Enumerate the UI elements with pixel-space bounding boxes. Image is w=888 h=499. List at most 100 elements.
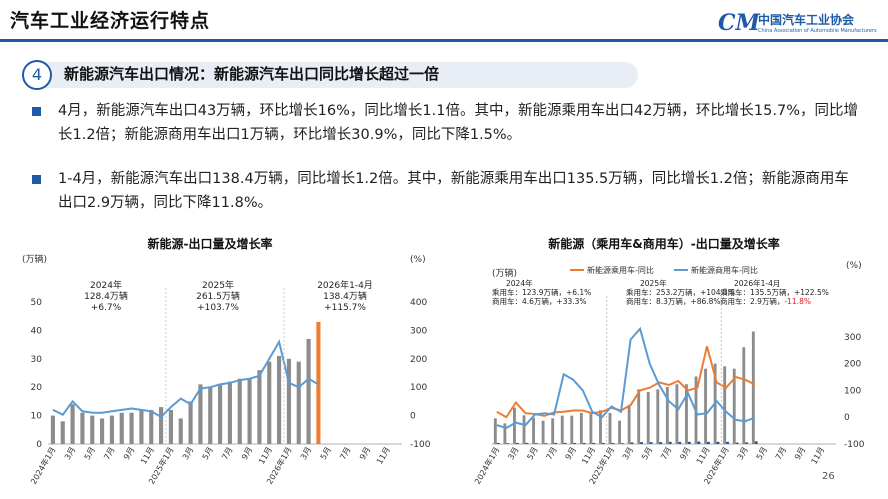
bar [129, 412, 134, 444]
x-tick-label: 11月 [139, 446, 156, 466]
annotation-line: 138.4万辆 [323, 290, 367, 302]
bar-secondary [649, 442, 653, 444]
x-tick-label: 3月 [621, 446, 635, 462]
bar [656, 389, 660, 444]
y-right-tick-label: 300 [844, 333, 861, 343]
bar [70, 404, 75, 444]
section-title: 新能源汽车出口情况：新能源汽车出口同比增长超过一倍 [64, 65, 440, 83]
bar [665, 386, 669, 444]
bar [139, 409, 144, 444]
bullet-text: 4月，新能源汽车出口43万辆，环比增长16%，同比增长1.1倍。其中，新能源乘用… [58, 103, 858, 143]
bar-highlight [316, 321, 321, 444]
logo-name-en: China Association of Automobile Manufact… [758, 28, 877, 34]
bar-secondary [640, 442, 643, 444]
chart-nev-export: 新能源-出口量及增长率 (万辆) (%) 0 10 20 30 40 50 -100 0 100… [22, 236, 431, 486]
bar [159, 407, 164, 444]
y-right-tick-label: -100 [410, 440, 431, 450]
bar-secondary [563, 442, 567, 444]
logo-name-cn: 中国汽车工业协会 [758, 13, 855, 27]
x-tick-label: 7月 [338, 446, 352, 462]
bar-secondary [496, 442, 500, 444]
bar-secondary [687, 441, 691, 444]
x-tick-label: 3月 [299, 446, 313, 462]
section-number: 4 [22, 60, 52, 90]
bar [208, 387, 213, 444]
bar [532, 417, 535, 444]
bar [277, 355, 282, 444]
bar [60, 421, 65, 444]
bar [109, 415, 114, 444]
x-tick-label: 7月 [774, 446, 788, 462]
logo-mark-icon: CM [718, 10, 760, 36]
bar-secondary [726, 441, 729, 444]
bar-secondary [716, 441, 720, 444]
annotation-line: 商用车：8.3万辆，+86.8% [626, 296, 721, 306]
bar [296, 361, 301, 444]
bullet-square-icon [32, 107, 41, 116]
annotation-line: 商用车：4.6万辆，+33.3% [492, 296, 587, 306]
bar [119, 412, 124, 444]
annotation-line: 128.4万辆 [84, 290, 128, 302]
bar [732, 368, 736, 444]
y-left-tick-label: 10 [31, 412, 43, 422]
annotation-line: 商用车：2.9万辆，-11.8% [720, 296, 811, 306]
chart-title: 新能源-出口量及增长率 [148, 236, 273, 251]
bar-secondary [697, 441, 701, 444]
x-tick-label: 11月 [257, 446, 274, 466]
annotation-line: 乘用车：135.5万辆，+122.5% [720, 287, 829, 297]
x-tick-label: 5月 [319, 446, 333, 462]
bullet-text: 1-4月，新能源汽车出口138.4万辆，同比增长1.2倍。其中，新能源乘用车出口… [58, 171, 849, 211]
header-divider [0, 39, 888, 42]
x-tick-label: 7月 [659, 446, 673, 462]
bar [306, 338, 311, 444]
x-tick-label: 9月 [793, 446, 807, 462]
bar-secondary [630, 442, 634, 444]
annotation-negative-value: -11.8% [784, 297, 811, 306]
bar-secondary [678, 441, 682, 444]
annotation-label: 2026年1-4月 [734, 278, 780, 288]
x-tick-label: 9月 [240, 446, 254, 462]
x-tick-label: 11月 [580, 446, 597, 466]
x-tick-label: 3月 [181, 446, 195, 462]
y-left-tick-label: 50 [31, 298, 43, 308]
chart-nev-pv-cv-export: 新能源（乘用车&商用车）-出口量及增长率 (万辆) (%) -100 0 100 20… [472, 236, 865, 486]
bar-secondary [535, 443, 538, 444]
bar [178, 418, 183, 444]
bar-secondary [735, 442, 739, 444]
y-left-unit: (万辆) [22, 253, 47, 265]
bar [579, 412, 583, 444]
page-title: 汽车工业经济运行特点 [10, 10, 211, 32]
bullet-square-icon [32, 175, 41, 184]
x-tick-label: 2024年1月 [472, 445, 501, 486]
x-tick-label: 7月 [102, 446, 116, 462]
x-tick-label: 3月 [506, 446, 520, 462]
bar [608, 412, 612, 444]
annotation-line-text: 商用车：2.9万辆， [720, 296, 784, 306]
bar [522, 415, 526, 444]
bar [751, 331, 755, 444]
bar [503, 423, 507, 444]
chart-title: 新能源（乘用车&商用车）-出口量及增长率 [548, 236, 779, 251]
bar [90, 415, 95, 444]
y-right-tick-label: 0 [410, 412, 416, 422]
bar [513, 407, 516, 444]
bar [589, 412, 593, 444]
bar [168, 409, 173, 444]
x-tick-label: 11月 [375, 446, 392, 466]
y-right-tick-label: 100 [844, 386, 861, 396]
bar-secondary [525, 442, 529, 444]
x-tick-label: 9月 [564, 446, 578, 462]
x-tick-label: 7月 [545, 446, 559, 462]
bar-secondary [554, 442, 557, 444]
bar-secondary [659, 442, 663, 444]
x-tick-label: 5月 [201, 446, 215, 462]
series-line-cv-yoy [496, 326, 756, 429]
bar [551, 418, 555, 444]
bar [627, 404, 631, 444]
x-tick-label: 9月 [122, 446, 136, 462]
bar-secondary [544, 443, 548, 444]
y-left-tick-label: 30 [31, 355, 43, 365]
x-tick-label: 5月 [755, 446, 769, 462]
bar [685, 384, 688, 444]
bar [50, 415, 55, 444]
